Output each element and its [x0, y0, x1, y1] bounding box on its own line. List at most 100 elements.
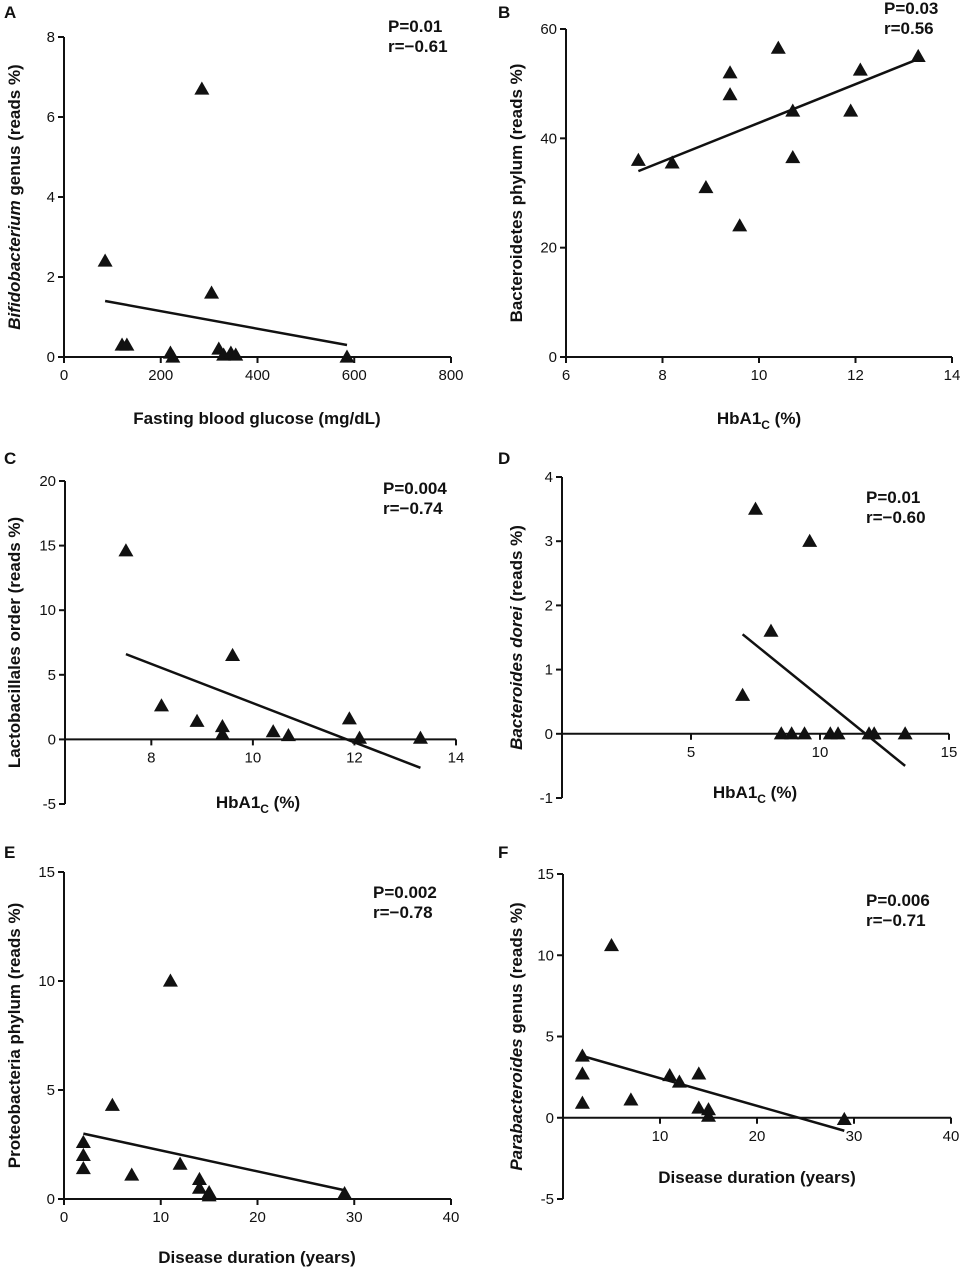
- panel-label: D: [498, 449, 510, 468]
- x-axis-label-rest: (%): [766, 783, 797, 802]
- x-tick-label: 40: [943, 1128, 960, 1145]
- y-tick-label: 10: [537, 947, 554, 964]
- data-point: [664, 155, 680, 169]
- x-axis-label-rest: (%): [269, 793, 300, 812]
- regression-line: [125, 652, 421, 769]
- y-axis-label-rest: genus (reads %): [5, 64, 24, 200]
- data-point: [97, 253, 113, 267]
- x-tick-label: 14: [448, 749, 465, 766]
- x-tick-label: 10: [245, 749, 262, 766]
- x-axis-label: HbA1C (%): [717, 409, 801, 432]
- y-axis-label-italic: Bacteroides dorei: [507, 605, 526, 750]
- y-tick-label: -1: [540, 790, 553, 807]
- data-point: [671, 1074, 687, 1088]
- panel-label: B: [498, 3, 510, 22]
- y-axis-label-rest: genus (reads %): [507, 902, 526, 1038]
- regression-line: [637, 57, 919, 173]
- x-axis-label: Disease duration (years): [158, 1248, 355, 1267]
- y-axis-label-italic: Bifidobacterium: [5, 200, 24, 329]
- r-value: r=−0.61: [388, 37, 448, 56]
- x-axis-label: HbA1C (%): [216, 793, 300, 816]
- data-point: [701, 1108, 716, 1122]
- y-tick-label: 20: [39, 473, 56, 490]
- regression-line: [104, 299, 348, 347]
- y-tick-label: 5: [48, 667, 56, 684]
- x-tick-label: 14: [944, 367, 961, 384]
- y-tick-label: 40: [540, 130, 557, 147]
- y-axis-label-rest: Bacteroidetes phylum (reads %): [507, 64, 526, 323]
- y-tick-label: 3: [545, 533, 553, 550]
- x-tick-label: 10: [152, 1209, 169, 1226]
- data-point: [280, 728, 296, 742]
- data-point: [118, 543, 134, 557]
- data-point: [265, 724, 281, 738]
- data-point: [630, 152, 646, 166]
- data-point: [574, 1066, 590, 1080]
- data-point: [691, 1066, 707, 1080]
- regression-line: [83, 1132, 345, 1192]
- x-tick-label: 8: [147, 749, 155, 766]
- data-point: [722, 65, 738, 79]
- data-point: [797, 726, 813, 740]
- data-point: [214, 718, 230, 733]
- data-point: [191, 1171, 207, 1186]
- x-tick-label: 0: [60, 1209, 68, 1226]
- panel-a: A 0 2 4 6 8 0 200 400 600 800 P=0.01r=−0.61 Fasting …: [4, 3, 464, 428]
- data-point: [172, 1156, 188, 1170]
- data-point: [337, 1186, 353, 1200]
- y-tick-label: 15: [537, 866, 554, 883]
- y-axis-label-rest: Lactobacillales order (reads %): [5, 517, 24, 768]
- data-point: [852, 62, 868, 76]
- y-tick-label: 10: [39, 602, 56, 619]
- r-value: r=−0.60: [866, 508, 926, 527]
- x-tick-label: 15: [941, 744, 958, 761]
- data-point: [341, 711, 357, 725]
- data-point: [691, 1100, 707, 1114]
- y-tick-label: 20: [540, 240, 557, 257]
- data-point: [698, 180, 714, 194]
- data-point: [770, 40, 786, 54]
- data-point: [910, 48, 926, 62]
- y-axis-label: Proteobacteria phylum (reads %): [5, 903, 24, 1168]
- data-point: [785, 149, 801, 164]
- data-point: [836, 1111, 852, 1125]
- y-tick-label: 6: [47, 109, 55, 126]
- data-point: [773, 726, 789, 740]
- data-point: [785, 103, 801, 117]
- x-tick-label: 200: [148, 367, 173, 384]
- y-tick-label: 4: [47, 189, 55, 206]
- regression-line: [582, 1054, 845, 1132]
- y-axis-label-rest: Proteobacteria phylum (reads %): [5, 903, 24, 1168]
- data-point: [802, 533, 818, 547]
- y-axis-label: Bacteroidetes phylum (reads %): [507, 64, 526, 323]
- r-value: r=−0.71: [866, 911, 926, 930]
- x-tick-label: 20: [749, 1128, 766, 1145]
- data-point: [75, 1147, 91, 1162]
- y-tick-label: 0: [47, 349, 55, 366]
- y-tick-label: 2: [47, 269, 55, 286]
- x-tick-label: 400: [245, 367, 270, 384]
- x-tick-label: 5: [687, 744, 695, 761]
- p-value: P=0.004: [383, 479, 447, 498]
- y-axis-label: Bacteroides dorei (reads %): [507, 525, 526, 750]
- x-axis-label-sub: C: [260, 802, 269, 816]
- data-point: [225, 647, 241, 662]
- y-axis-label: Parabacteroides genus (reads %): [507, 902, 526, 1170]
- x-tick-label: 10: [751, 367, 768, 384]
- y-tick-label: 2: [545, 597, 553, 614]
- data-point: [748, 501, 763, 515]
- y-tick-label: -5: [541, 1191, 554, 1208]
- data-point: [735, 687, 751, 701]
- p-value: P=0.01: [388, 17, 442, 36]
- data-point: [124, 1167, 140, 1181]
- panel-b: B 0 20 40 60 6 8 10 12 14 P=0.03r=0.56 HbA1C (%) Bac…: [498, 0, 960, 432]
- data-point: [574, 1048, 590, 1062]
- panel-d: D -1 0 1 2 3 4 5 10 15 P=0.01r=−0.60 HbA1C (%) Bacte…: [498, 449, 957, 807]
- data-point: [843, 103, 859, 117]
- data-point: [866, 726, 882, 740]
- x-axis-label-main: HbA1: [216, 793, 260, 812]
